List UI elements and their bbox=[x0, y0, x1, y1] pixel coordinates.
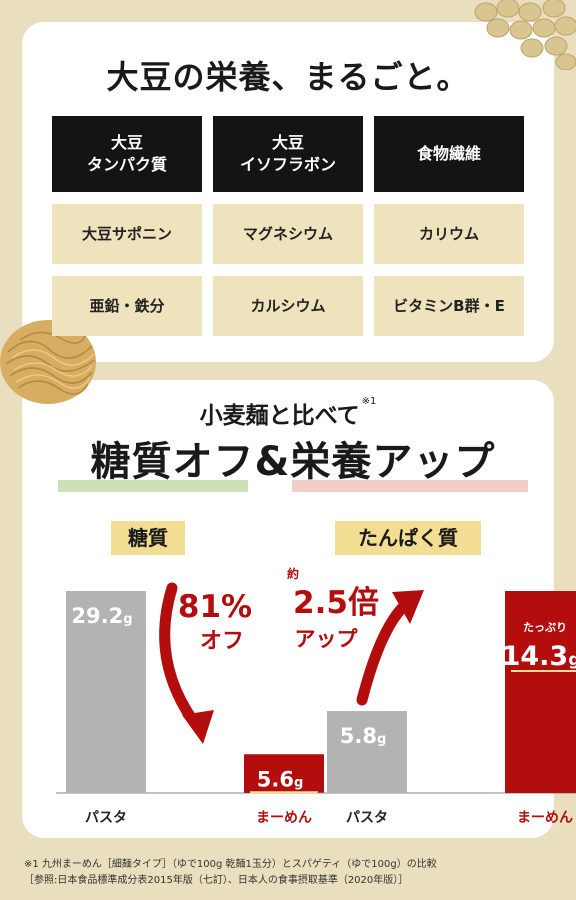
nutrient-cell: マグネシウム bbox=[213, 204, 363, 264]
bar-value-label: 14.3g bbox=[502, 641, 576, 672]
carb-change-sublabel: オフ bbox=[200, 629, 244, 654]
subtitle-note: ※1 bbox=[361, 396, 377, 407]
nutrient-cell: 亜鉛・鉄分 bbox=[52, 276, 202, 336]
up-arrow-head bbox=[392, 590, 424, 624]
nutrient-cell: 大豆 タンパク質 bbox=[52, 116, 202, 192]
carb-chart-title: 糖質 bbox=[111, 521, 185, 555]
nutrient-cell: カルシウム bbox=[213, 276, 363, 336]
nutrient-cell: 大豆 イソフラボン bbox=[213, 116, 363, 192]
up-arrow bbox=[356, 600, 410, 706]
category-label: まーめん bbox=[517, 810, 573, 826]
bar-value-label: 29.2g bbox=[71, 604, 132, 628]
down-arrow bbox=[159, 582, 200, 728]
category-label: パスタ bbox=[346, 810, 388, 826]
highlight-pink bbox=[292, 480, 528, 492]
footnote: ※1 九州まーめん［細麺タイプ］（ゆで100g 乾麺1玉分）とスパゲティ（ゆで1… bbox=[24, 857, 564, 889]
nutrition-grid: 大豆 タンパク質 大豆 イソフラボン 食物繊維 大豆サポニン マグネシウム カリ… bbox=[52, 116, 524, 336]
bar bbox=[327, 711, 407, 793]
nutrient-cell: 食物繊維 bbox=[374, 116, 524, 192]
bar bbox=[505, 591, 576, 793]
comparison-title: 糖質オフ&栄養アップ bbox=[58, 432, 528, 496]
nutrient-cell: ビタミンB群・E bbox=[374, 276, 524, 336]
nutrient-cell: カリウム bbox=[374, 204, 524, 264]
comparison-title-text: 糖質オフ&栄養アップ bbox=[90, 439, 496, 485]
highlight-green bbox=[58, 480, 248, 492]
category-label: まーめん bbox=[256, 810, 312, 826]
subtitle-text: 小麦麺と比べて bbox=[199, 403, 360, 429]
protein-change-prefix: 約 bbox=[287, 566, 299, 581]
nutrition-headline: 大豆の栄養、まるごと。 bbox=[106, 58, 470, 96]
carb-change-label: 81% bbox=[178, 589, 252, 625]
comparison-subtitle: 小麦麺と比べて※1 bbox=[22, 396, 554, 430]
protein-change-sublabel: アップ bbox=[295, 627, 359, 651]
bar-value-prefix: たっぷり bbox=[523, 621, 567, 634]
down-arrow-head bbox=[182, 710, 214, 744]
footnote-line-1: ※1 九州まーめん［細麺タイプ］（ゆで100g 乾麺1玉分）とスパゲティ（ゆで1… bbox=[24, 859, 437, 870]
protein-chart-title: たんぱく質 bbox=[335, 521, 481, 555]
bar bbox=[66, 591, 146, 793]
soybeans-decoration bbox=[474, 0, 576, 70]
protein-change-label: 2.5倍 bbox=[293, 585, 379, 621]
bar bbox=[244, 754, 324, 793]
nutrient-cell: 大豆サポニン bbox=[52, 204, 202, 264]
footnote-line-2: ［参照:日本食品標準成分表2015年版（七訂）、日本人の食事摂取基準（2020年… bbox=[24, 875, 409, 886]
noodles-decoration bbox=[0, 320, 96, 404]
category-label: パスタ bbox=[85, 810, 127, 826]
